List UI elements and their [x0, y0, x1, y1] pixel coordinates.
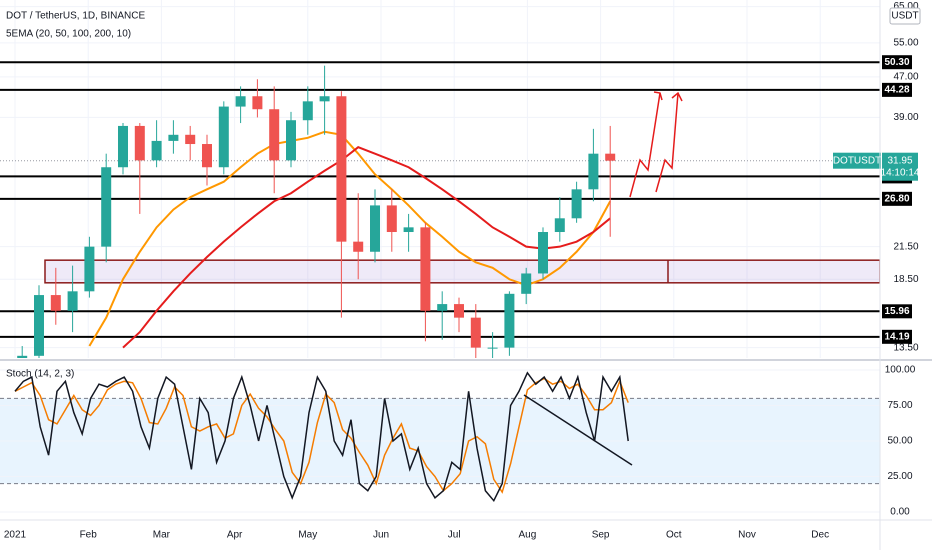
candle-body [202, 144, 212, 168]
level-label: 44.28 [884, 85, 909, 96]
stoch-line [14, 371, 629, 503]
candle-body [454, 304, 464, 318]
y-tick-label: 47.00 [893, 72, 918, 83]
x-tick-label: Feb [80, 530, 98, 541]
candle-body [118, 125, 128, 168]
y-tick-label: 25.00 [887, 471, 912, 482]
x-tick-label: Oct [666, 530, 682, 541]
support-zone [44, 259, 880, 284]
candle-body [420, 227, 431, 311]
y-tick-label: 50.00 [887, 436, 912, 447]
candle-body [101, 167, 112, 247]
candle-body [353, 241, 364, 252]
candle-body [17, 355, 28, 358]
y-tick-label: 21.50 [893, 241, 918, 252]
x-tick-label: 2021 [4, 530, 27, 541]
candle-body [218, 106, 229, 168]
candle-body [437, 304, 448, 311]
axes: 65.00 55.00 47.00 39.00 21.50 18.50 13.50 2021 F… [4, 1, 920, 540]
candle-body [134, 125, 145, 161]
candle-body [588, 153, 599, 190]
level-tag [882, 329, 912, 344]
candle-body [168, 134, 179, 141]
level-tag [882, 304, 912, 319]
candle-body [521, 273, 532, 294]
trend-line [523, 394, 633, 466]
x-tick-label: Mar [153, 530, 171, 541]
candle-body [605, 153, 616, 161]
candle-body [34, 295, 44, 356]
candle-body [487, 347, 498, 349]
currency-box[interactable] [889, 7, 921, 25]
x-tick-label: Jul [448, 530, 461, 541]
symbol-label: DOTUSDT [833, 155, 881, 166]
y-tick-label: 18.50 [893, 274, 918, 285]
candle-body [84, 246, 95, 292]
stoch-pane [0, 369, 880, 513]
level-label: 14.19 [884, 331, 909, 342]
y-tick-label: 75.00 [887, 400, 912, 411]
price-pane [0, 0, 880, 358]
level-tag [882, 55, 912, 70]
candle-body [50, 295, 61, 311]
y-tick-label: 13.50 [893, 342, 918, 353]
candle-body [504, 293, 515, 348]
candle-body [554, 218, 565, 233]
x-tick-label: Jun [373, 530, 389, 541]
candle-body [269, 109, 280, 161]
projection-arrow [655, 92, 679, 193]
candle-body [151, 140, 162, 161]
projection-arrow [629, 92, 661, 198]
candle-body [67, 291, 78, 311]
x-tick-label: Sep [592, 530, 610, 541]
candle-body [185, 134, 196, 145]
x-tick-label: Nov [738, 530, 756, 541]
x-tick-label: Apr [227, 530, 243, 541]
y-tick-label: 39.00 [893, 112, 918, 123]
y-tick-label: 65.00 [893, 1, 918, 12]
candle-body [370, 205, 380, 252]
candle-body [252, 96, 263, 110]
y-tick-label: 55.00 [893, 37, 918, 48]
x-tick-label: May [298, 530, 317, 541]
x-tick-label: Aug [519, 530, 537, 541]
candle-body [538, 232, 548, 274]
x-tick-label: Dec [811, 530, 829, 541]
candle-body [336, 96, 347, 242]
level-label: 50.30 [884, 57, 909, 68]
currency: USDT [891, 11, 918, 22]
stoch-title: Stoch (14, 2, 3) [6, 369, 74, 380]
candle-body [319, 96, 330, 102]
arrow-head [653, 91, 663, 101]
candle-body [286, 120, 296, 161]
indicator-title: 5EMA (20, 50, 100, 200, 10) [6, 29, 131, 40]
countdown: 14:10:14 [881, 167, 920, 178]
y-tick-label: 100.00 [885, 365, 916, 376]
candle-body [403, 227, 414, 233]
level-tag [882, 191, 912, 206]
level-tag [882, 82, 912, 97]
y-tick-label: 0.00 [890, 507, 910, 518]
candle-body [302, 101, 313, 121]
ema-line [122, 146, 611, 349]
level-label: 15.96 [884, 306, 909, 317]
price-label: 31.95 [887, 155, 912, 166]
level-label: 26.80 [884, 193, 909, 204]
candle-body [386, 205, 397, 233]
symbol-tag [833, 152, 881, 169]
arrow-head [671, 91, 683, 102]
price-tag [882, 152, 918, 181]
candle-body [470, 317, 481, 348]
candle-body [235, 96, 246, 107]
candle-body [571, 189, 582, 219]
symbol-title: DOT / TetherUS, 1D, BINANCE [6, 11, 145, 22]
